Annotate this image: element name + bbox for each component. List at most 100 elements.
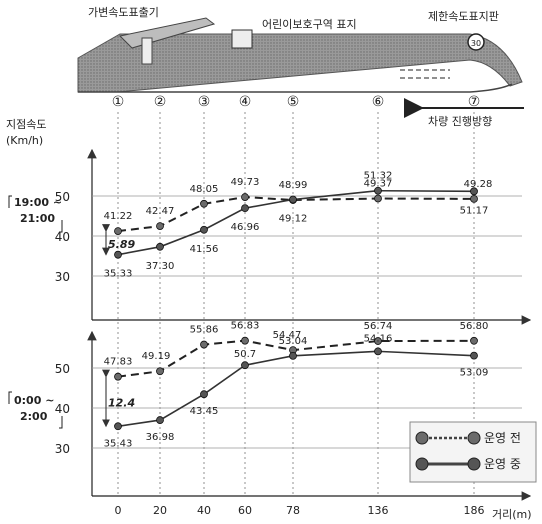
data-label-during-78: 53.04 xyxy=(279,336,308,347)
location-marker-2: ② xyxy=(154,94,167,110)
y-tick-label-30: 30 xyxy=(55,442,70,456)
legend-during-marker-right xyxy=(467,457,481,471)
point-during-60 xyxy=(241,361,249,370)
point-before-20 xyxy=(156,367,164,376)
data-label-during-78: 49.12 xyxy=(279,214,308,225)
legend-during-marker-left xyxy=(415,457,429,471)
y-tick-label-30: 30 xyxy=(55,270,70,284)
school-zone-sign xyxy=(231,29,253,49)
data-label-during-0: 35.43 xyxy=(104,438,133,449)
x-tick-label-40: 40 xyxy=(197,504,211,517)
data-label-before-60: 56.83 xyxy=(231,321,260,332)
x-tick-label-60: 60 xyxy=(238,504,252,517)
data-label-before-40: 55.86 xyxy=(190,325,219,336)
variable-sign-label: 가변속도표출기 xyxy=(88,6,159,19)
point-before-60 xyxy=(241,336,249,345)
period-label-end: 21:00 xyxy=(20,212,55,225)
data-label-before-186: 56.80 xyxy=(460,321,489,332)
legend: 운영 전 운영 중 xyxy=(409,421,537,483)
data-label-before-0: 47.83 xyxy=(104,357,133,368)
data-label-during-136: 54.16 xyxy=(364,333,393,344)
data-label-before-136: 49.37 xyxy=(364,179,393,190)
period-bracket-left xyxy=(8,195,12,208)
y-tick-label-40: 40 xyxy=(55,402,70,416)
x-tick-label-136: 136 xyxy=(368,504,389,517)
y-tick-label-50: 50 xyxy=(55,362,70,376)
variable-sign-display xyxy=(141,37,153,65)
legend-during-label: 운영 중 xyxy=(484,457,521,471)
data-label-before-186: 49.28 xyxy=(464,179,493,190)
school-zone-label: 어린이보호구역 표지 xyxy=(262,18,357,31)
point-during-136 xyxy=(374,347,382,356)
point-before-40 xyxy=(200,340,208,349)
speed-limit-sign xyxy=(467,33,485,51)
period-bracket-right xyxy=(59,416,63,429)
point-during-0 xyxy=(114,422,122,431)
location-markers: ① ② ③ ④ ⑤ ⑥ ⑦ xyxy=(112,94,481,496)
speed-limit-value: 30 xyxy=(471,39,481,48)
data-label-during-40: 43.45 xyxy=(190,406,219,417)
point-during-186 xyxy=(470,187,478,196)
legend-before-marker-left xyxy=(415,431,429,445)
data-label-during-20: 36.98 xyxy=(146,432,175,443)
data-label-during-186: 53.09 xyxy=(460,368,489,379)
location-marker-1: ① xyxy=(112,94,125,110)
point-before-186 xyxy=(470,336,478,345)
period-label-start: 0:00 ~ xyxy=(14,394,54,407)
point-during-0 xyxy=(114,250,122,259)
point-before-136 xyxy=(374,194,382,203)
x-tick-label-0: 0 xyxy=(115,504,122,517)
point-during-40 xyxy=(200,225,208,234)
x-tick-label-20: 20 xyxy=(153,504,167,517)
period-label-start: 19:00 ~ xyxy=(14,196,62,209)
legend-before-label: 운영 전 xyxy=(484,431,521,445)
difference-label: 5.89 xyxy=(108,238,135,251)
period-bracket-right xyxy=(59,220,63,233)
data-label-before-60: 49.73 xyxy=(231,177,260,188)
y-axis-label-line2: (Km/h) xyxy=(6,134,43,147)
data-label-before-136: 56.74 xyxy=(364,321,393,332)
x-axis-label: 거리(m) xyxy=(492,508,532,521)
point-before-60 xyxy=(241,193,249,201)
location-marker-6: ⑥ xyxy=(372,94,385,110)
data-label-during-40: 41.56 xyxy=(190,244,219,255)
point-before-0 xyxy=(114,227,122,236)
data-label-before-20: 49.19 xyxy=(142,351,171,362)
point-before-40 xyxy=(200,199,208,208)
point-before-186 xyxy=(470,194,478,203)
location-marker-7: ⑦ xyxy=(468,94,481,110)
point-during-136 xyxy=(374,186,382,195)
data-label-before-40: 48.05 xyxy=(190,184,219,195)
chart-panel-night: 30 40 50 0:00 ~ 2:00 47.83 49.19 55.86 56.83 54.4… xyxy=(8,321,532,517)
location-marker-4: ④ xyxy=(239,94,252,110)
data-label-before-0: 41.22 xyxy=(104,211,133,222)
difference-label: 12.4 xyxy=(108,396,135,409)
speed-limit-label: 제한속도표지판 xyxy=(428,10,499,23)
data-label-during-0: 35.33 xyxy=(104,269,133,280)
point-during-20 xyxy=(156,242,164,251)
y-tick-label-50: 50 xyxy=(55,190,70,204)
point-before-20 xyxy=(156,222,164,231)
point-during-186 xyxy=(470,351,478,360)
series-during-line xyxy=(117,350,475,428)
x-tick-label-78: 78 xyxy=(286,504,300,517)
data-label-during-136: 51.32 xyxy=(364,171,393,182)
data-label-before-78: 54.47 xyxy=(273,330,302,341)
road-illustration: 30 가변속도표출기 어린이보호구역 표지 제한속도표지판 차량 진행방향 xyxy=(77,6,524,128)
location-marker-5: ⑤ xyxy=(287,94,300,110)
road-edge xyxy=(78,83,513,93)
data-label-during-60: 46.96 xyxy=(231,222,260,233)
point-during-20 xyxy=(156,416,164,424)
legend-before-marker-right xyxy=(467,431,481,445)
data-label-before-20: 42.47 xyxy=(146,206,175,217)
data-label-during-20: 37.30 xyxy=(146,261,175,272)
x-tick-label-186: 186 xyxy=(464,504,485,517)
point-during-60 xyxy=(241,204,249,213)
period-label-end: 2:00 xyxy=(20,410,48,423)
data-label-during-186: 51.17 xyxy=(460,205,489,216)
point-during-78 xyxy=(289,195,297,204)
point-before-0 xyxy=(114,372,122,381)
period-bracket-left xyxy=(8,391,12,404)
